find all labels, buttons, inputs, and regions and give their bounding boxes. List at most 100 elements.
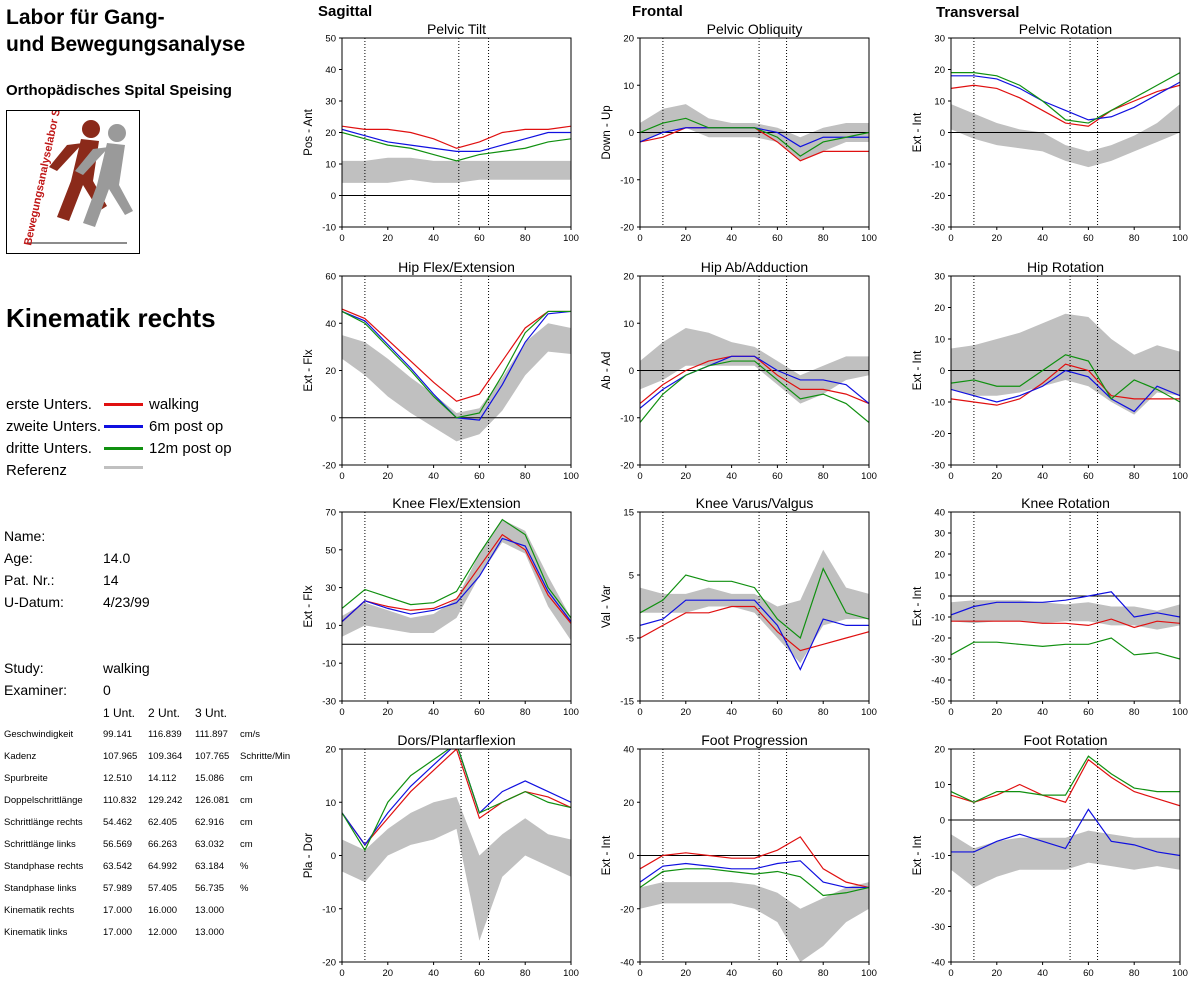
param-v2-cell: 16.000: [148, 905, 178, 916]
x-tick-label: 40: [428, 968, 439, 979]
patnr-value: 14: [103, 572, 119, 588]
reference-band: [342, 323, 571, 442]
reference-band: [951, 313, 1180, 415]
x-tick-label: 100: [563, 968, 579, 979]
date-label: U-Datum:: [4, 594, 64, 610]
reference-band: [342, 157, 571, 183]
age-value: 14.0: [103, 550, 131, 566]
y-tick-label: 0: [940, 366, 945, 377]
x-tick-label: 40: [726, 471, 737, 482]
chart-title: Knee Varus/Valgus: [696, 495, 814, 511]
y-axis-label: Ext - Flx: [303, 349, 315, 391]
x-tick-label: 20: [681, 471, 692, 482]
x-tick-label: 80: [520, 707, 531, 718]
y-tick-label: -20: [931, 634, 945, 645]
series-line-green: [640, 868, 869, 897]
y-axis-label: Pla - Dor: [303, 833, 315, 879]
x-tick-label: 0: [637, 233, 642, 244]
hospital-name: Orthopädisches Spital Speising: [6, 82, 232, 99]
param-v2-cell: 57.405: [148, 883, 178, 894]
param-v3-cell: 63.184: [195, 861, 225, 872]
study-label: Study:: [4, 660, 44, 676]
x-tick-label: 100: [563, 471, 579, 482]
y-tick-label: 40: [623, 745, 634, 756]
x-tick-label: 0: [339, 707, 344, 718]
x-tick-label: 40: [726, 968, 737, 979]
y-tick-label: -20: [931, 887, 945, 898]
x-tick-label: 60: [474, 233, 485, 244]
y-tick-label: 0: [331, 413, 336, 424]
y-tick-label: -40: [931, 676, 945, 687]
x-tick-label: 60: [772, 233, 783, 244]
param-v1-cell: 110.832: [103, 795, 137, 806]
param-name-cell: Schrittlänge links: [4, 839, 76, 850]
x-tick-label: 0: [637, 471, 642, 482]
x-tick-label: 20: [992, 707, 1003, 718]
series-line-red: [951, 363, 1180, 406]
x-tick-label: 80: [1129, 968, 1140, 979]
x-tick-label: 80: [1129, 471, 1140, 482]
plot-frame: [950, 511, 1181, 702]
reference-band: [640, 104, 869, 161]
x-tick-label: 40: [726, 707, 737, 718]
y-tick-label: -50: [931, 697, 945, 708]
plot-frame: [639, 37, 870, 228]
param-v1-cell: 17.000: [103, 927, 133, 938]
study-value: walking: [103, 660, 150, 676]
reference-band: [640, 327, 869, 404]
x-tick-label: 20: [383, 471, 394, 482]
x-tick-label: 20: [992, 968, 1003, 979]
runner-logo-icon: Bewegungsanalyselabor Speising: [22, 111, 133, 247]
x-tick-label: 20: [681, 968, 692, 979]
x-tick-label: 100: [1172, 707, 1188, 718]
series-line-green: [951, 637, 1180, 660]
chart-title: Pelvic Rotation: [1019, 21, 1112, 37]
x-tick-label: 60: [1083, 471, 1094, 482]
y-axis-label: Ext - Int: [912, 350, 924, 390]
x-tick-label: 60: [1083, 233, 1094, 244]
x-tick-label: 80: [520, 471, 531, 482]
x-tick-label: 100: [1172, 968, 1188, 979]
y-tick-label: -5: [626, 634, 634, 645]
y-tick-label: 10: [934, 780, 945, 791]
plot-frame: [639, 748, 870, 963]
chart-title: Hip Flex/Extension: [398, 259, 515, 275]
y-tick-label: -20: [620, 223, 634, 234]
col-sagittal: Sagittal: [318, 3, 373, 20]
series-line-blue: [342, 128, 571, 152]
y-tick-label: -30: [322, 697, 336, 708]
legend-label-1: erste Unters.: [6, 396, 92, 413]
y-axis-label: Ext - Int: [601, 835, 613, 875]
param-name-cell: Kadenz: [4, 751, 37, 762]
plot-frame: [639, 511, 870, 702]
y-tick-label: 40: [325, 319, 336, 330]
y-tick-label: 0: [940, 816, 945, 827]
y-tick-label: -10: [931, 613, 945, 624]
y-tick-label: -30: [931, 223, 945, 234]
y-tick-label: -10: [931, 851, 945, 862]
param-header-3: 3 Unt.: [195, 706, 228, 720]
y-tick-label: 0: [629, 851, 634, 862]
x-tick-label: 0: [637, 707, 642, 718]
reference-band: [951, 104, 1180, 168]
param-v1-cell: 54.462: [103, 817, 133, 828]
legend-label-3: dritte Unters.: [6, 440, 92, 457]
param-header-1: 1 Unt.: [103, 706, 136, 720]
x-tick-label: 40: [726, 233, 737, 244]
series-line-blue: [640, 599, 869, 671]
y-tick-label: 20: [623, 798, 634, 809]
param-v3-cell: 56.735: [195, 883, 225, 894]
x-tick-label: 60: [474, 707, 485, 718]
y-tick-label: 0: [629, 128, 634, 139]
plot-frame: [341, 37, 572, 228]
x-tick-label: 40: [1037, 968, 1048, 979]
y-axis-label: Pos - Ant: [303, 108, 315, 155]
series-line-blue: [640, 127, 869, 148]
y-tick-label: -15: [620, 697, 634, 708]
y-axis-label: Ext - Flx: [303, 585, 315, 627]
